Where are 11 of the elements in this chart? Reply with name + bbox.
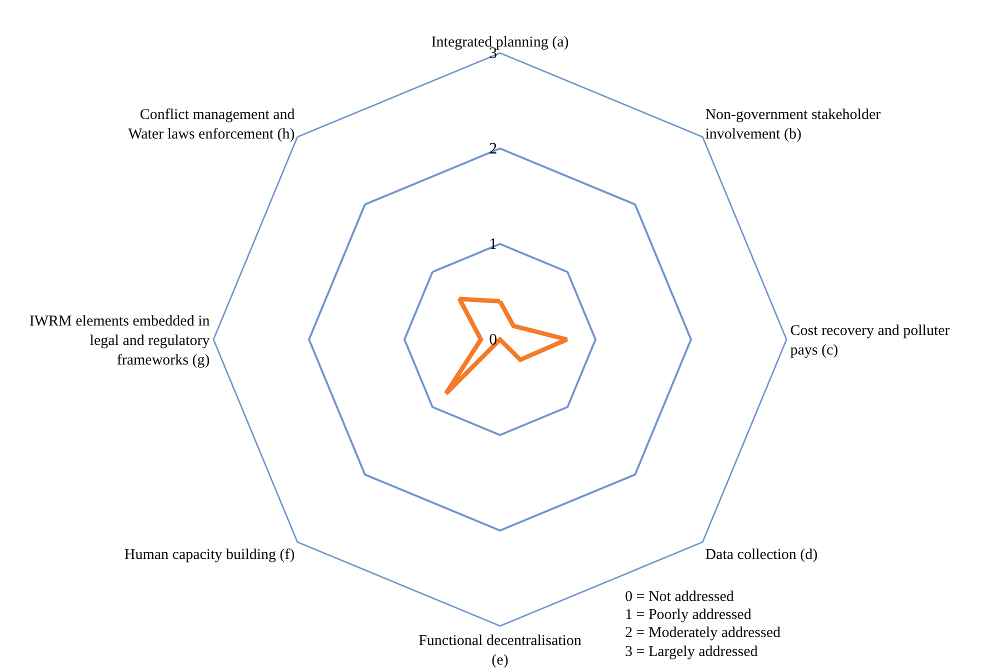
spoke-label: Non-government stakeholder involvement (b) [705, 107, 881, 143]
spoke-label: Conflict management and Water laws enforcement (h) [128, 107, 296, 143]
spoke-label: Functional decentralisation (e) [418, 632, 582, 668]
spoke-label: Cost recovery and polluter pays (c) [790, 323, 950, 358]
spoke-label: IWRM elements embedded in legal and regulatory frameworks (g) [29, 313, 210, 368]
text: 2 = Moderately addressed [625, 625, 781, 641]
text: 0 = Not addressed [625, 589, 734, 605]
text: 3 = Largely addressed [625, 644, 758, 660]
text: 1 = Poorly addressed [625, 607, 752, 623]
spoke-label: Human capacity building (f) [124, 547, 295, 564]
spoke-label: Data collection (d) [705, 547, 818, 564]
